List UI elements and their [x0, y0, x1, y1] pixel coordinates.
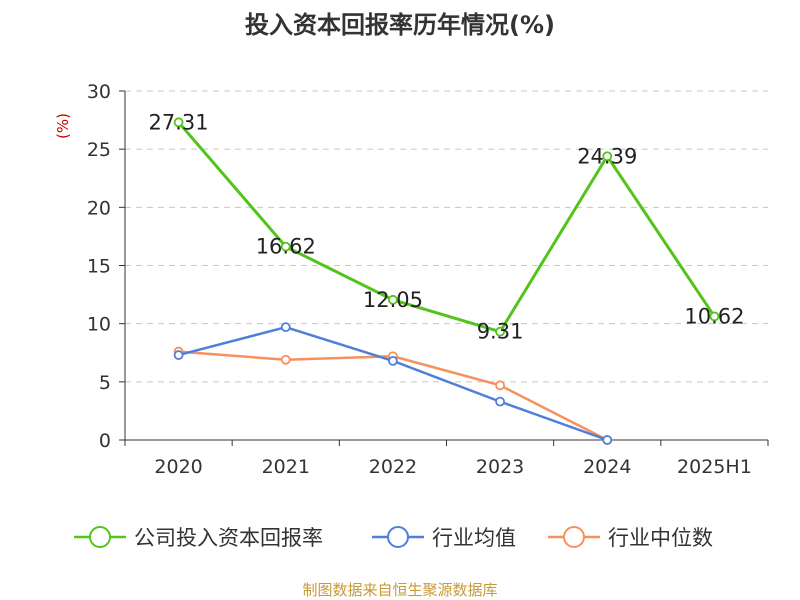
legend-label: 行业中位数 [608, 526, 713, 550]
source-note: 制图数据来自恒生聚源数据库 [302, 581, 497, 599]
series [173, 117, 720, 445]
y-tick-label: 20 [87, 197, 111, 219]
data-label: 27.31 [149, 110, 209, 134]
grid-lines [125, 90, 768, 383]
y-tick-label: 15 [87, 256, 111, 278]
legend-marker [387, 526, 409, 548]
legend-marker [89, 526, 111, 548]
series-line-0 [177, 120, 716, 334]
data-point[interactable] [280, 354, 291, 365]
data-point[interactable] [495, 396, 505, 407]
y-tick-label: 10 [87, 314, 111, 336]
data-point[interactable] [602, 151, 613, 162]
data-point[interactable] [388, 355, 398, 366]
data-labels: 27.31 16.62 12.05 9.31 24.39 10.62 [149, 110, 745, 343]
x-tick-label: 2024 [583, 456, 631, 478]
legend-item[interactable]: 行业均值 [372, 526, 516, 550]
data-label: 24.39 [577, 144, 637, 168]
y-tick-label: 30 [87, 81, 111, 103]
y-tick-label: 0 [99, 430, 111, 452]
data-point[interactable] [602, 435, 613, 445]
x-tick-label: 2021 [262, 456, 310, 478]
x-tick-label: 2025H1 [677, 456, 752, 478]
x-tick-label: 2020 [154, 456, 202, 478]
data-label: 16.62 [256, 235, 316, 259]
data-point[interactable] [388, 294, 398, 305]
y-tick-label: 25 [87, 139, 111, 161]
data-point[interactable] [709, 311, 720, 322]
data-point[interactable] [173, 117, 184, 128]
legend-marker [563, 526, 585, 548]
series-line-1 [177, 325, 609, 442]
y-axis-unit-label: (%) [54, 113, 72, 139]
x-tick-label: 2023 [476, 456, 524, 478]
axes: 0 5 10 15 20 25 30 2020 2021 2022 2023 2024 2025H1 [87, 81, 769, 478]
legend-item[interactable]: 公司投入资本回报率 [74, 526, 323, 550]
data-label: 9.31 [477, 320, 524, 344]
x-tick-label: 2022 [369, 456, 417, 478]
chart-title: 投入资本回报率历年情况(%) [245, 11, 555, 39]
data-point[interactable] [495, 326, 505, 337]
data-point[interactable] [280, 322, 291, 333]
data-label: 10.62 [684, 304, 744, 328]
legend-label: 公司投入资本回报率 [134, 526, 323, 550]
data-point[interactable] [495, 380, 505, 391]
y-tick-label: 5 [99, 372, 111, 394]
data-label: 12.05 [363, 288, 423, 312]
data-point[interactable] [280, 241, 291, 252]
legend-label: 行业均值 [432, 526, 516, 550]
legend: 公司投入资本回报率 行业均值 行业中位数 [74, 526, 713, 550]
legend-item[interactable]: 行业中位数 [548, 526, 713, 550]
data-point[interactable] [173, 350, 184, 360]
